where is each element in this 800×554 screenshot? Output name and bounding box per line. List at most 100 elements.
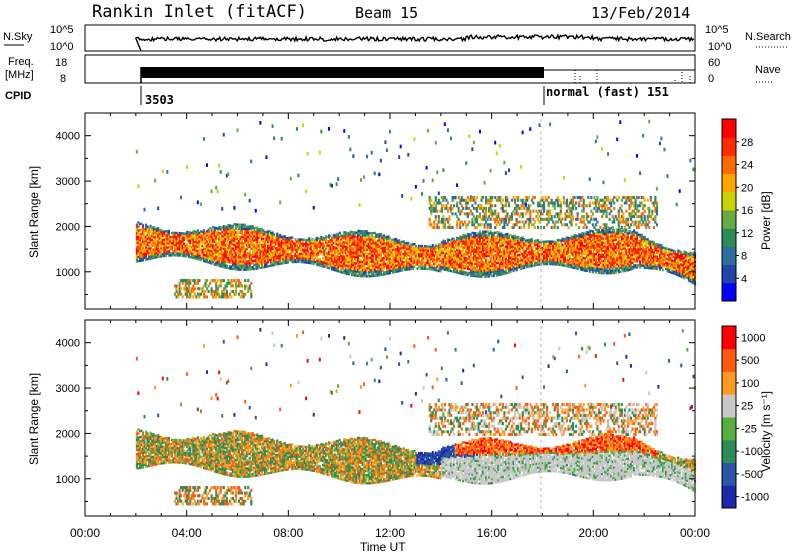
echo-cell [395,260,398,263]
echo-cell [535,251,538,254]
echo-cell [225,264,228,267]
echo-cell [472,198,475,202]
echo-cell [363,256,366,260]
freq-trace-block [141,67,544,78]
echo-cell [448,225,451,229]
echo-cell [338,239,341,243]
echo-cell [152,240,155,243]
echo-cell [465,249,468,252]
echo-cell [337,237,340,240]
echo-cell [510,217,514,221]
echo-cell [335,243,338,246]
echo-cell [209,255,212,258]
echo-cell [543,262,546,266]
echo-cell [151,242,154,246]
echo-cell [510,268,514,271]
echo-cell [234,287,238,291]
echo-cell [227,260,230,264]
echo-cell [189,295,192,299]
echo-cell [338,252,341,255]
echo-cell [152,248,155,251]
echo-cell [233,259,236,263]
echo-cell [398,269,401,273]
echo-cell [148,233,151,236]
echo-cell [350,243,353,246]
echo-cell [198,231,201,235]
echo-cell [430,264,433,267]
echo-cell [549,258,552,262]
echo-cell [355,235,358,239]
echo-cell [219,242,222,245]
echo-cell [280,252,283,255]
echo-cell [152,244,155,247]
echo-cell [227,172,230,176]
echo-cell [256,238,259,242]
echo-cell [538,257,541,260]
echo-cell [356,262,360,265]
echo-cell [263,265,267,269]
echo-cell [234,233,238,236]
echo-cell [216,229,219,232]
echo-cell [468,233,471,236]
echo-cell [219,265,222,268]
echo-cell [262,266,265,269]
nsky-trace [134,33,695,52]
echo-cell [236,260,239,263]
echo-cell [411,267,414,271]
echo-cell [262,237,265,240]
echo-cell [205,260,209,264]
echo-cell [492,239,495,243]
echo-cell [251,225,254,228]
echo-cell [559,245,562,248]
echo-cell [216,253,219,257]
echo-cell [149,230,152,234]
echo-cell [186,238,189,242]
echo-cell [323,243,326,246]
echo-cell [387,249,390,253]
echo-cell [186,232,189,236]
echo-cell [385,266,389,269]
echo-cell [443,122,446,127]
echo-cell [202,239,206,242]
echo-cell [515,260,518,264]
echo-cell [495,239,498,242]
echo-cell [178,238,181,241]
echo-cell [448,265,451,268]
echo-cell [149,236,152,240]
echo-cell [370,236,373,239]
echo-cell [323,249,326,252]
echo-cell [485,259,488,262]
echo-cell [486,238,489,241]
echo-cell [384,254,387,257]
echo-cell [474,238,477,241]
echo-cell [388,249,392,252]
echo-cell [205,279,209,283]
echo-cell [231,226,235,230]
echo-cell [263,255,267,258]
echo-cell [367,264,370,268]
echo-cell [398,261,401,265]
echo-cell [457,247,460,250]
echo-cell [507,234,511,237]
echo-cell [222,287,225,291]
echo-cell [302,250,305,254]
echo-cell [210,260,213,263]
echo-cell [224,258,227,261]
echo-cell [535,255,538,259]
echo-cell [510,243,514,247]
echo-cell [349,263,352,266]
echo-cell [375,258,378,261]
echo-cell [401,252,404,256]
echo-cell [526,198,529,202]
echo-cell [565,242,569,245]
echo-cell [360,178,363,182]
echo-cell [236,262,239,265]
echo-cell [181,281,184,285]
echo-cell [181,279,184,283]
echo-cell [472,262,475,265]
echo-cell [482,215,485,219]
echo-cell [489,212,492,216]
echo-cell [520,164,523,169]
echo-cell [485,267,488,270]
echo-cell [500,217,503,221]
